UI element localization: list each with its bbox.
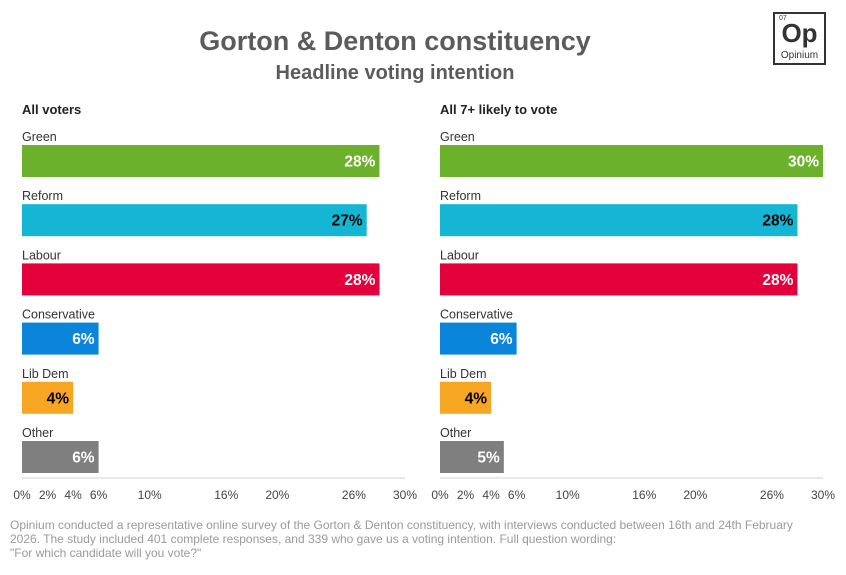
bar-value-label-lib-dem: 4%: [47, 390, 70, 407]
bar-reform: [22, 204, 367, 237]
x-tick-label: 16%: [214, 488, 238, 502]
x-tick-label: 2%: [457, 488, 475, 502]
logo-number: 07: [779, 15, 787, 22]
x-tick-label: 4%: [482, 488, 500, 502]
category-label-other: Other: [22, 426, 53, 440]
category-label-conservative: Conservative: [22, 308, 95, 322]
category-label-lib-dem: Lib Dem: [22, 367, 69, 381]
x-tick-label: 6%: [508, 488, 526, 502]
category-label-conservative: Conservative: [440, 308, 513, 322]
chart-title: All voters: [22, 102, 81, 117]
chart-all-voters: All voters Green 28% Reform 27% Labour 28% Cons…: [13, 102, 417, 502]
logo-symbol: Op: [781, 18, 818, 48]
bar-value-label-green: 28%: [344, 154, 375, 171]
x-tick-label: 0%: [13, 488, 31, 502]
chart-title: All 7+ likely to vote: [440, 102, 557, 117]
bar-lib-dem: [22, 381, 74, 414]
opinium-logo: 07 Op Opinium: [773, 12, 826, 65]
footnote-line-3: "For which candidate will you vote?": [10, 546, 202, 560]
category-label-reform: Reform: [440, 189, 481, 203]
category-label-labour: Labour: [22, 248, 61, 262]
category-label-green: Green: [22, 130, 57, 144]
category-label-labour: Labour: [440, 248, 479, 262]
bar-reform: [440, 204, 798, 237]
charts-area: All voters Green 28% Reform 27% Labour 28% Cons…: [13, 102, 835, 502]
logo-name: Opinium: [780, 50, 819, 61]
x-tick-label: 2%: [39, 488, 57, 502]
x-tick-label: 16%: [632, 488, 656, 502]
bar-value-label-lib-dem: 4%: [465, 390, 488, 407]
bar-green: [440, 145, 823, 177]
bar-value-label-reform: 27%: [332, 213, 363, 230]
category-label-other: Other: [440, 426, 471, 440]
category-label-reform: Reform: [22, 189, 63, 203]
bar-green: [22, 145, 380, 177]
x-tick-label: 10%: [138, 488, 162, 502]
bar-value-label-green: 30%: [788, 154, 819, 171]
footnote-line-2: 2026. The study included 401 complete re…: [10, 532, 617, 546]
x-tick-label: 30%: [393, 488, 417, 502]
bar-value-label-conservative: 6%: [72, 331, 95, 348]
x-tick-label: 20%: [265, 488, 289, 502]
bar-value-label-reform: 28%: [762, 213, 793, 230]
bar-value-label-conservative: 6%: [490, 331, 513, 348]
x-tick-label: 0%: [431, 488, 449, 502]
bar-lib-dem: [440, 381, 492, 414]
footnote: Opinium conducted a representative onlin…: [10, 518, 836, 560]
bar-value-label-labour: 28%: [762, 272, 793, 289]
bar-value-label-labour: 28%: [344, 272, 375, 289]
x-tick-label: 10%: [556, 488, 580, 502]
bar-value-label-other: 6%: [72, 450, 95, 467]
bar-conservative: [440, 322, 517, 355]
bar-value-label-other: 5%: [477, 450, 500, 467]
x-tick-label: 4%: [64, 488, 82, 502]
x-tick-label: 26%: [342, 488, 366, 502]
x-tick-label: 30%: [811, 488, 835, 502]
page-subtitle: Headline voting intention: [275, 62, 515, 84]
category-label-lib-dem: Lib Dem: [440, 367, 487, 381]
category-label-green: Green: [440, 130, 475, 144]
bar-labour: [22, 263, 380, 296]
bar-other: [22, 441, 99, 473]
bar-other: [440, 441, 504, 473]
bar-conservative: [22, 322, 99, 355]
footnote-line-1: Opinium conducted a representative onlin…: [10, 518, 793, 532]
bar-labour: [440, 263, 798, 296]
page-title: Gorton & Denton constituency: [199, 26, 591, 56]
x-tick-label: 6%: [90, 488, 108, 502]
x-tick-label: 26%: [760, 488, 784, 502]
chart-likely-voters: All 7+ likely to vote Green 30% Reform 28% La…: [431, 102, 835, 502]
x-tick-label: 20%: [683, 488, 707, 502]
